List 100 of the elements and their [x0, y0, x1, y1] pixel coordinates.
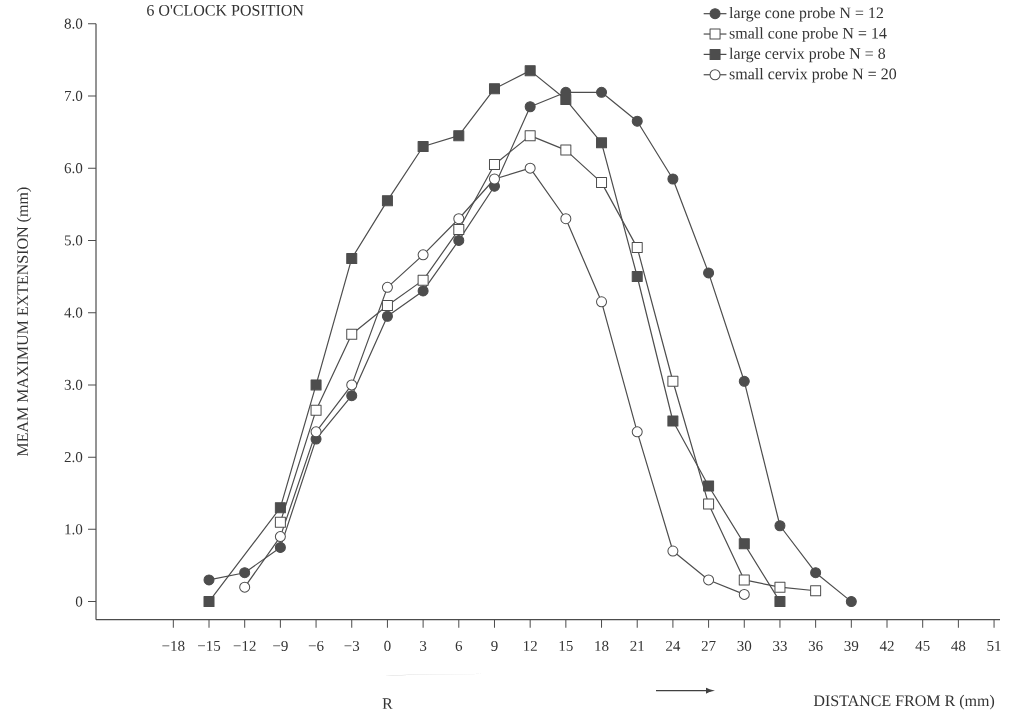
x-tick-label: 30 [737, 641, 752, 652]
point [346, 253, 358, 265]
point [453, 224, 465, 236]
point [738, 589, 750, 601]
point [310, 426, 322, 438]
x-tick-label: −18 [162, 641, 185, 652]
point [417, 285, 429, 297]
point [381, 282, 393, 294]
y-tick-label: 4.0 [64, 307, 83, 318]
point [810, 585, 822, 597]
point [381, 300, 393, 312]
point [274, 502, 286, 514]
y-tick-label: 2.0 [64, 452, 83, 463]
y-tick-label: 0 [75, 596, 83, 607]
legend-label: small cervix probe N = 20 [729, 68, 897, 83]
point [453, 213, 465, 225]
x-tick-label: 6 [455, 641, 463, 652]
x-tick-label: 21 [630, 641, 644, 651]
point [667, 173, 679, 185]
x-tick-label: 51 [987, 641, 1001, 652]
point [560, 213, 572, 225]
point [774, 596, 786, 608]
point [631, 271, 643, 283]
point [738, 375, 750, 387]
x-tick-label: 33 [773, 641, 787, 652]
point [631, 426, 643, 438]
x-tick-label: 9 [491, 641, 498, 652]
y-tick-label: 5.0 [64, 235, 83, 246]
point [346, 328, 358, 340]
point [203, 574, 215, 586]
point [381, 310, 393, 322]
point [703, 498, 715, 510]
point [488, 159, 500, 171]
point [596, 296, 608, 308]
y-tick-label: 6.0 [64, 163, 83, 174]
point [488, 173, 500, 185]
x-tick-label: 39 [844, 641, 859, 652]
point [417, 141, 429, 153]
x-tick-label: −6 [308, 641, 324, 652]
point [845, 596, 857, 608]
y-tick-label: 8.0 [64, 18, 83, 29]
x-tick-label: 3 [420, 641, 427, 652]
point [667, 375, 679, 387]
point [274, 516, 286, 528]
x-tick-label: 48 [951, 641, 966, 652]
x-tick-label: 36 [808, 641, 823, 652]
x-tick-label: 15 [559, 641, 573, 652]
point [346, 390, 358, 402]
point [274, 542, 286, 554]
point [274, 531, 286, 543]
point [417, 274, 429, 286]
point [596, 177, 608, 189]
point [346, 379, 358, 391]
y-tick-label: 3.0 [64, 379, 83, 391]
point [667, 545, 679, 557]
point [239, 567, 251, 579]
point [631, 242, 643, 254]
point [738, 538, 750, 550]
x-tick-label: −12 [233, 641, 256, 651]
point [381, 195, 393, 207]
point [596, 137, 608, 149]
x-tick-label: −9 [273, 641, 288, 652]
x-tick-label: −3 [344, 641, 360, 652]
point [703, 574, 715, 586]
point [774, 520, 786, 532]
x-tick-label: 45 [915, 641, 930, 652]
point [453, 130, 465, 142]
point [488, 83, 500, 95]
x-tick-label: −15 [198, 641, 221, 652]
chart-title: 6 O'CLOCK POSITION [147, 5, 304, 16]
y-tick-label: 7.0 [65, 90, 83, 102]
point [417, 249, 429, 261]
x-tick-label: 0 [384, 641, 391, 652]
point [453, 235, 465, 247]
point [310, 404, 322, 416]
point [524, 65, 536, 77]
point [524, 130, 536, 142]
legend-label: large cone probe N = 12 [729, 7, 884, 22]
x-tick-label: 12 [523, 641, 537, 651]
point [596, 86, 608, 98]
y-tick-label: 1.0 [65, 524, 83, 535]
x-tick-label: 24 [666, 641, 681, 651]
point [203, 596, 215, 608]
point [738, 574, 750, 586]
text: R [382, 698, 393, 710]
point [703, 267, 715, 279]
point [810, 567, 822, 579]
point [560, 94, 572, 106]
point [524, 162, 536, 174]
point [631, 115, 643, 127]
x-axis-title: DISTANCE FROM R (mm) [813, 695, 995, 710]
point [524, 101, 536, 113]
x-tick-label: 18 [595, 641, 609, 652]
point [703, 480, 715, 492]
point [560, 144, 572, 156]
y-axis-title: MEAM MAXIMUM EXTENSION (mm) [16, 187, 32, 457]
x-tick-label: 27 [701, 641, 716, 651]
legend-label: large cervix probe N = 8 [729, 47, 886, 63]
legend-label: small cone probe N = 14 [729, 27, 887, 43]
point [310, 379, 322, 391]
